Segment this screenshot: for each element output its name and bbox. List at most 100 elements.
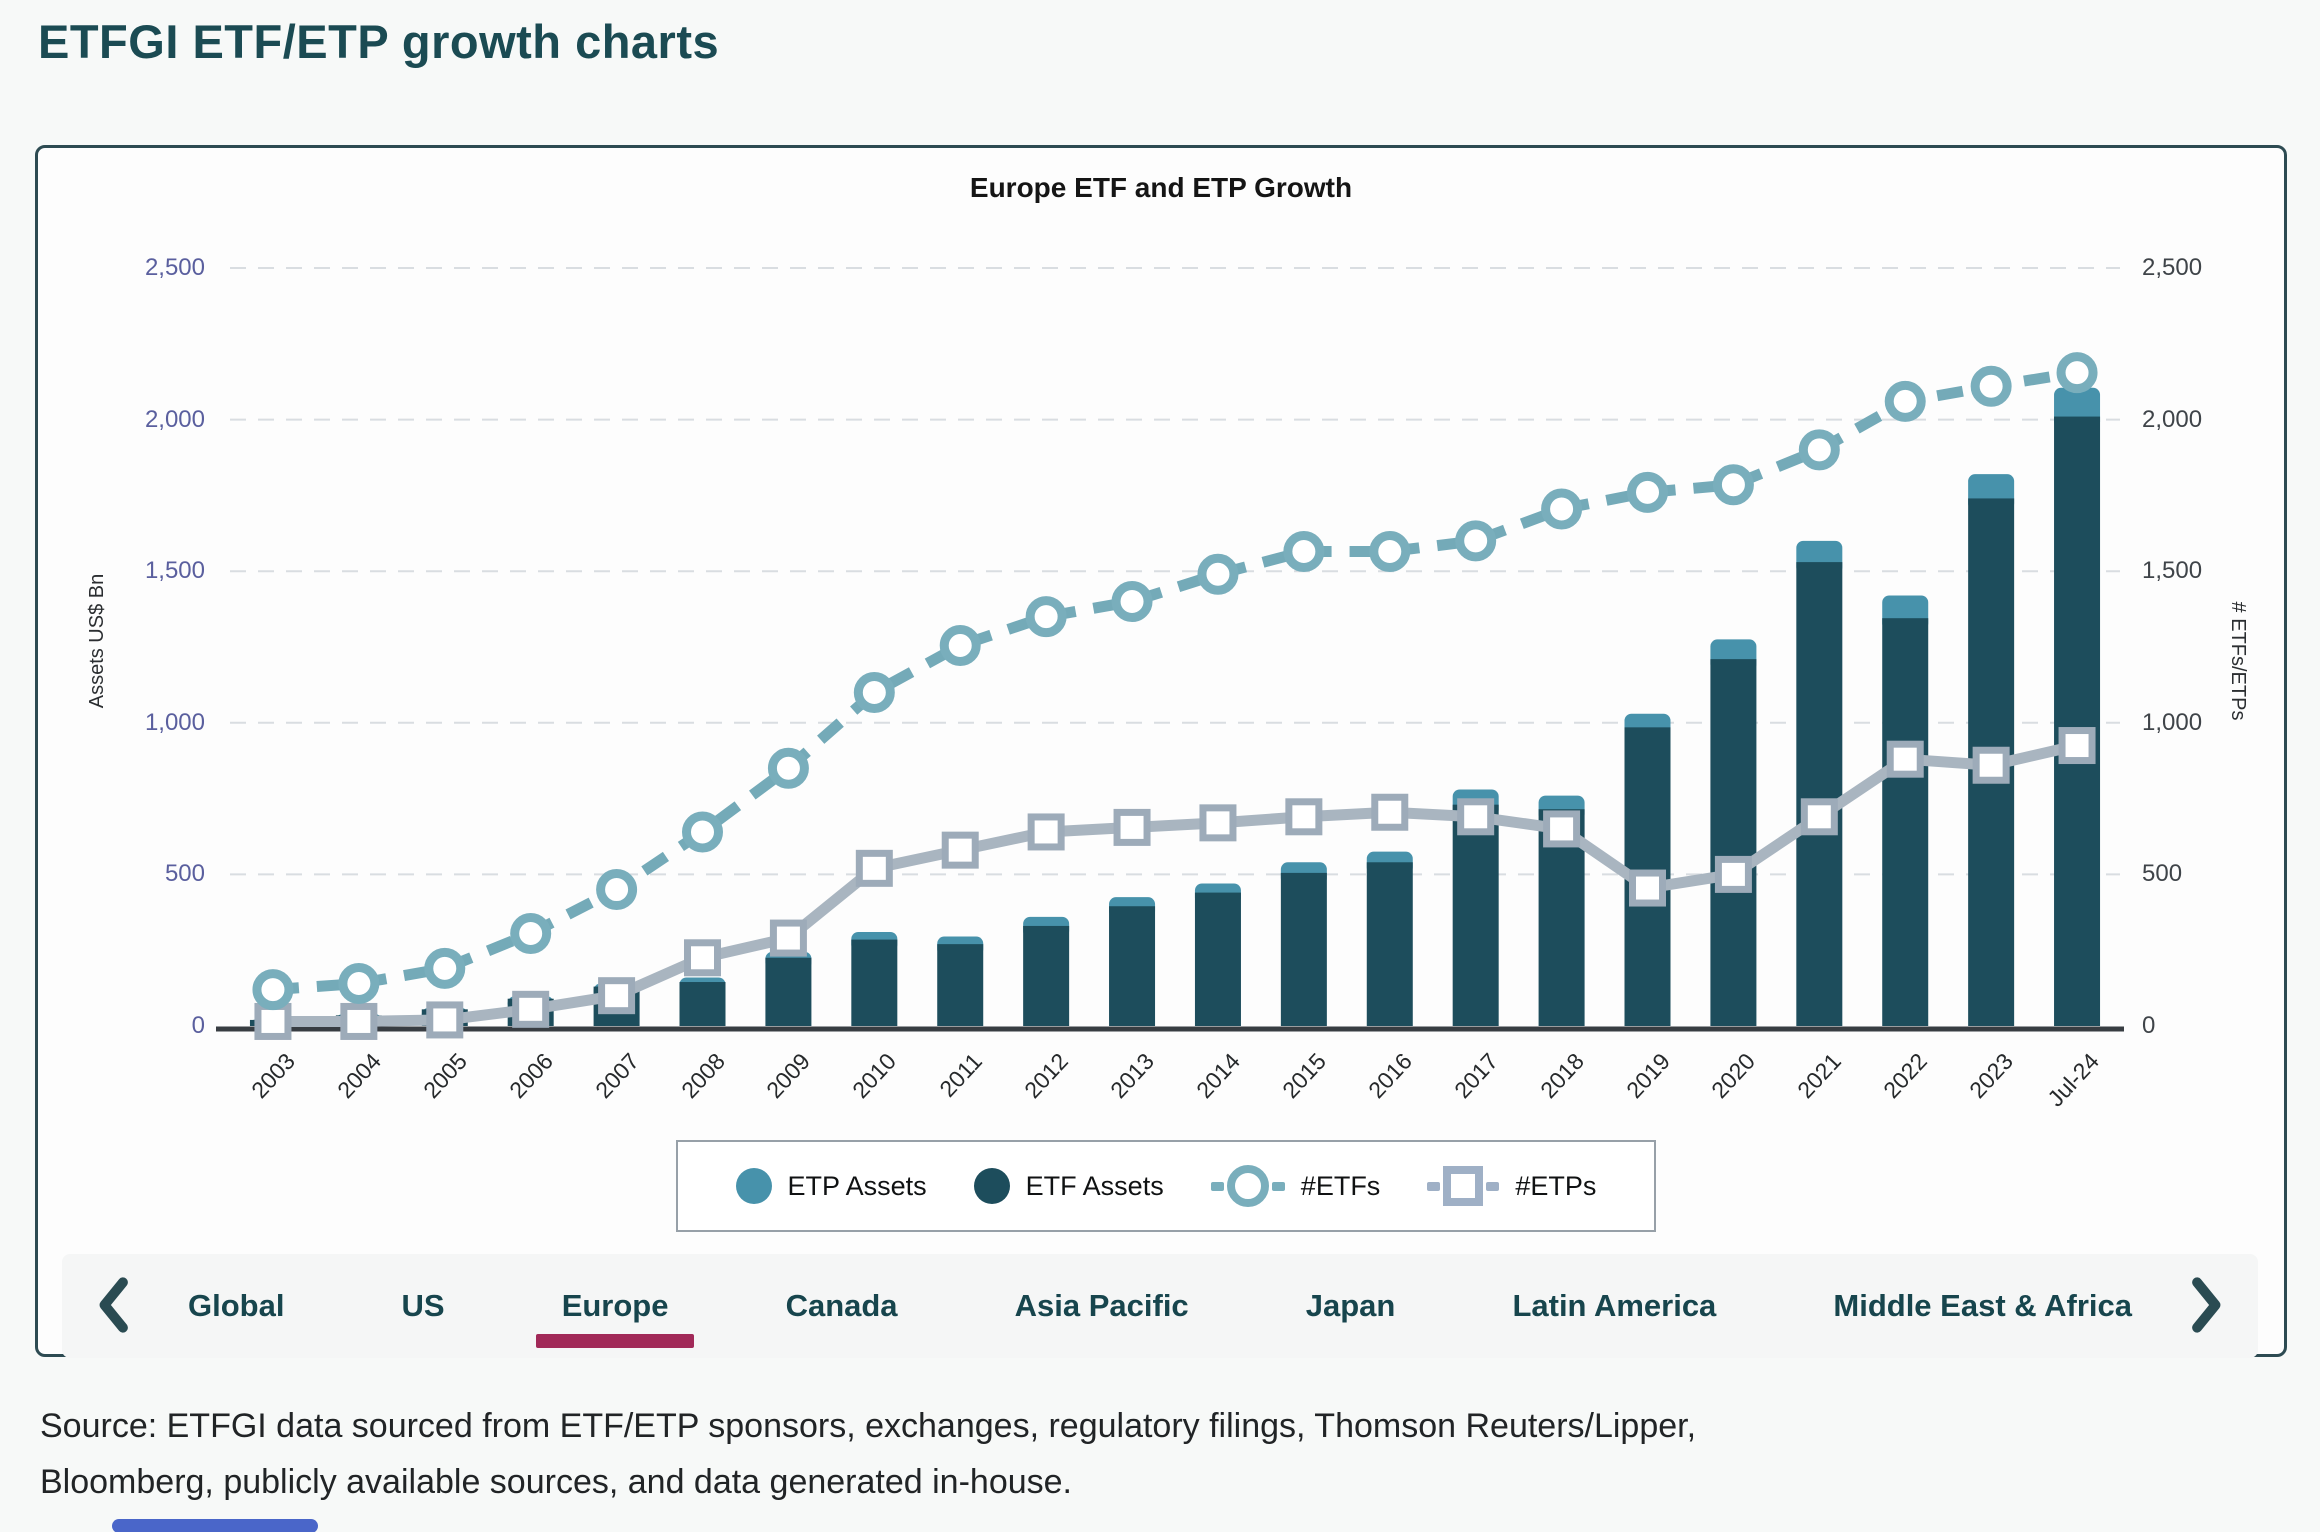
etf-assets-bar [937,944,984,1026]
etf-assets-bar [1710,659,1757,1026]
etps-marker [1027,813,1065,851]
tab-latin-america[interactable]: Latin America [1506,1274,1722,1338]
tab-canada[interactable]: Canada [780,1274,904,1338]
region-tabs-bar: Global US Europe Canada Asia Pacific Japan Lat… [62,1254,2258,1358]
etps-marker [684,939,721,977]
etps-marker [1371,793,1409,831]
etfs-marker [510,913,552,955]
left-axis-tick-label: 500 [164,860,205,888]
etfs-marker [1798,429,1840,471]
etps-marker [254,1002,292,1040]
left-axis-tick-label: 2,500 [144,254,205,281]
legend-item-etf-assets: ETF Assets [973,1168,1164,1204]
source-line-2: Bloomberg, publicly available sources, a… [40,1463,1072,1501]
etfs-line [272,367,2078,996]
right-axis-tick-label: 2,000 [2142,405,2203,433]
legend-label: ETF Assets [1025,1170,1164,1201]
etps-marker [2058,727,2096,765]
legend-label: #ETPs [1515,1170,1597,1201]
etps-marker [340,1002,378,1040]
plot-area [216,267,2124,1040]
etps-marker [1800,798,1838,836]
etps-marker [855,849,893,887]
etfs-marker [1627,471,1668,513]
etf-assets-bar [1796,562,1843,1026]
ring-square-icon [1427,1166,1500,1206]
etfs-marker [1197,553,1239,595]
etps-marker [512,990,550,1028]
etfs-marker [1884,380,1926,422]
legend-item--etps: #ETPs [1427,1166,1596,1206]
etfs-marker [853,671,895,713]
ring-circle-icon [1210,1165,1285,1207]
etfs-marker [1111,581,1153,623]
etf-assets-bar [1882,618,1929,1026]
tab-japan[interactable]: Japan [1300,1274,1402,1338]
etps-marker [1714,855,1752,893]
left-axis-tick-label: 1,000 [144,708,205,736]
etps-marker [1199,804,1237,842]
left-axis-tick-label: 1,500 [144,557,205,585]
tab-global[interactable]: Global [182,1274,290,1338]
legend-label: ETP Assets [787,1170,927,1201]
tab-asia-pacific[interactable]: Asia Pacific [1009,1274,1195,1338]
chart-legend: ETP Assets ETF Assets #ETFs #ETPs [676,1140,1656,1232]
bottom-left-blue-bar [112,1519,318,1532]
etps-marker [598,977,636,1015]
etf-assets-bar [1452,804,1499,1026]
etf-assets-bar [1366,862,1413,1026]
filled-circle-icon [973,1168,1010,1204]
tab-us[interactable]: US [396,1274,451,1338]
etf-assets-bar [1194,892,1241,1026]
etfs-marker [682,811,723,853]
left-axis-tick-label: 2,000 [144,405,205,433]
filled-circle-icon [735,1168,772,1204]
etfs-marker [1283,530,1325,572]
etfs-marker [1455,520,1497,562]
legend-item--etfs: #ETFs [1210,1165,1381,1207]
etf-assets-bar [679,982,726,1026]
etfs-marker [424,947,466,989]
etfs-marker [767,747,809,789]
etps-marker [1113,808,1151,846]
right-axis-title: # ETFs/ETPs [2227,601,2249,721]
etps-marker [426,1001,464,1039]
right-axis-tick-label: 1,000 [2142,708,2203,736]
right-axis-tick-label: 2,500 [2142,254,2203,281]
etfs-marker [1025,596,1067,638]
page-title: ETFGI ETF/ETP growth charts [38,15,720,68]
etps-marker [1972,746,2010,784]
etf-assets-bar [765,957,812,1026]
legend-item-etp-assets: ETP Assets [735,1168,927,1204]
chevron-left-icon [96,1276,130,1337]
prev-region-button[interactable] [90,1276,136,1337]
tab-europe[interactable]: Europe [535,1274,695,1348]
chevron-right-icon [2190,1276,2224,1337]
etps-marker [1543,810,1581,848]
left-axis-tick-label: 0 [191,1012,205,1039]
etfs-marker [1369,530,1411,572]
etfs-marker [338,963,380,1005]
left-axis-title: Assets US$ Bn [86,573,108,709]
next-region-button[interactable] [2184,1276,2230,1337]
etps-marker [941,831,979,869]
etf-assets-bar [2054,416,2101,1026]
etfs-marker [2056,352,2098,394]
right-axis-tick-label: 1,500 [2142,557,2203,585]
source-line-1: Source: ETFGI data sourced from ETF/ETP … [40,1407,1697,1445]
etfs-marker [939,624,981,666]
etfs-marker [252,969,294,1011]
tab-middle-east-africa[interactable]: Middle East & Africa [1827,1274,2138,1338]
etps-marker [1886,740,1924,778]
chart-title: Europe ETF and ETP Growth [969,172,1353,203]
etfs-marker [1541,488,1583,530]
etps-marker [769,919,807,957]
etfs-marker [596,869,638,911]
etf-assets-bar [1280,872,1327,1026]
etps-marker [1285,798,1323,836]
right-axis-tick-label: 500 [2142,860,2183,888]
legend-label: #ETFs [1300,1170,1381,1201]
etps-marker [1457,798,1495,836]
etfs-marker [1712,464,1754,506]
